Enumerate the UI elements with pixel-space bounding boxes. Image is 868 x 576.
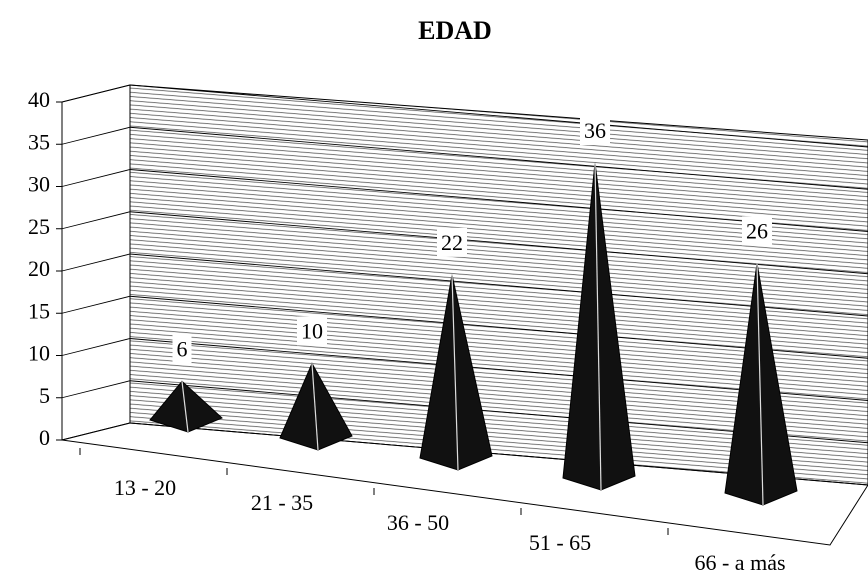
data-label: 26 <box>746 218 768 243</box>
grid-line <box>61 126 868 190</box>
data-label: 36 <box>584 118 606 143</box>
pyramid-edge <box>451 274 459 471</box>
y-tick-label: 35 <box>28 129 50 154</box>
data-label-bg <box>172 334 192 364</box>
y-tick-label: 15 <box>28 298 50 323</box>
x-tick-label: 13 - 20 <box>114 475 176 500</box>
x-tick-label: 36 - 50 <box>387 510 449 535</box>
pyramid-edge <box>311 363 319 451</box>
grid-line <box>61 253 868 317</box>
data-label-bg <box>580 116 610 146</box>
x-tick-label: 21 - 35 <box>251 490 313 515</box>
y-tick-label: 30 <box>28 172 50 197</box>
data-label-bg <box>742 216 772 246</box>
data-label-bg <box>437 227 467 257</box>
y-tick-label: 0 <box>39 425 50 450</box>
y-tick-label: 20 <box>28 256 50 281</box>
x-tick-label: 51 - 65 <box>529 530 591 555</box>
data-label: 10 <box>301 318 323 343</box>
pyramid-edge <box>181 381 189 433</box>
data-label-bg <box>297 316 327 346</box>
grid-line <box>61 169 868 232</box>
grid-line <box>61 295 868 359</box>
pyramid-edge <box>756 263 764 506</box>
y-tick-label: 5 <box>39 383 50 408</box>
data-label: 22 <box>441 230 463 255</box>
y-tick-label: 10 <box>28 341 50 366</box>
grid-line <box>61 84 868 148</box>
chart-title: EDAD <box>418 16 492 45</box>
y-tick-label: 25 <box>28 214 50 239</box>
data-label: 6 <box>177 336 188 361</box>
y-tick-label: 40 <box>28 87 50 112</box>
pyramid-edge <box>594 162 602 491</box>
grid-line <box>61 211 868 275</box>
x-tick-label: 66 - a más <box>694 550 785 575</box>
